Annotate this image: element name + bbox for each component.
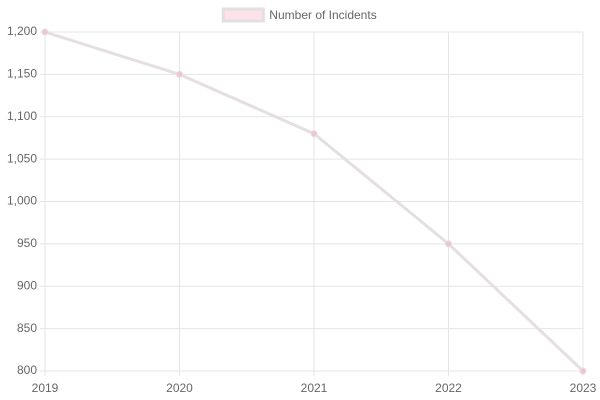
- y-tick-label: 1,200: [7, 24, 37, 38]
- point: [41, 28, 49, 36]
- y-tick-label: 1,150: [7, 67, 37, 81]
- y-tick-label: 800: [17, 363, 37, 377]
- x-tick-label: 2023: [570, 381, 597, 395]
- legend-label: Number of Incidents: [269, 8, 376, 22]
- point: [176, 70, 183, 78]
- legend: Number of Incidents: [221, 7, 377, 23]
- point: [445, 240, 452, 248]
- y-tick-label: 1,100: [7, 109, 37, 123]
- y-tick-label: 1,050: [7, 151, 37, 165]
- y-tick-label: 900: [17, 278, 37, 292]
- point: [579, 367, 587, 375]
- y-tick-label: 1,000: [7, 194, 37, 208]
- point: [310, 130, 318, 138]
- x-tick-label: 2020: [166, 381, 193, 395]
- legend-swatch: [221, 7, 265, 23]
- y-tick-label: 950: [17, 236, 37, 250]
- x-tick-label: 2019: [32, 381, 59, 395]
- y-tick-label: 850: [17, 321, 37, 335]
- x-tick-label: 2022: [435, 381, 462, 395]
- x-tick-label: 2021: [301, 381, 328, 395]
